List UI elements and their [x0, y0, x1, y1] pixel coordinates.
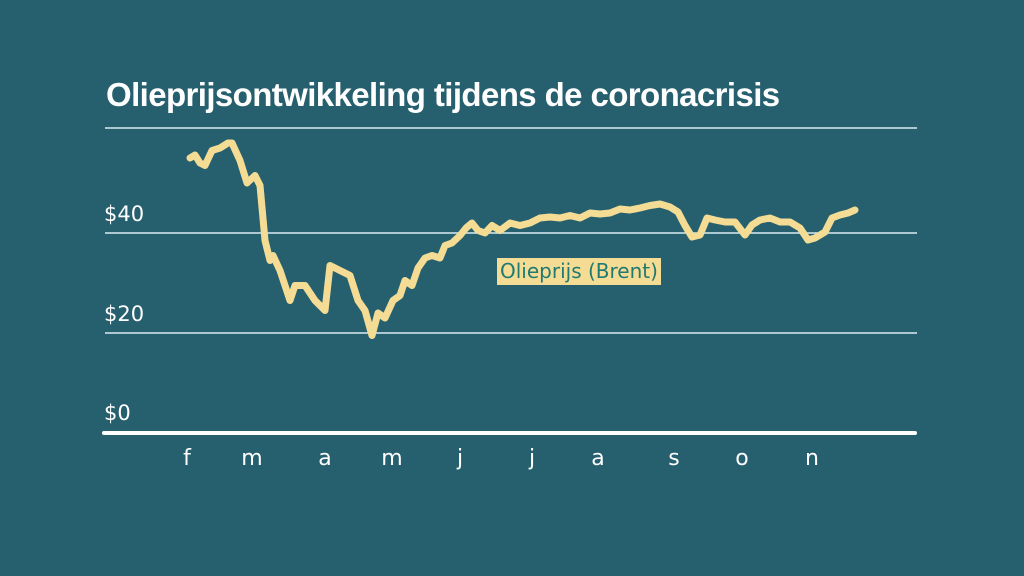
y-tick-40: $40 [104, 202, 145, 226]
series-label-brent: Olieprijs (Brent) [497, 258, 661, 285]
x-tick-mar: m [241, 446, 263, 471]
x-tick-sep: s [668, 446, 680, 471]
x-tick-feb: f [183, 446, 191, 471]
x-tick-jun: j [456, 446, 464, 471]
y-tick-0: $0 [104, 401, 131, 425]
gridlines [102, 127, 917, 435]
y-tick-20: $20 [104, 302, 145, 326]
x-tick-may: m [381, 446, 403, 471]
chart-title: Olieprijsontwikkeling tijdens de coronac… [106, 76, 780, 113]
x-tick-nov: n [805, 446, 819, 471]
x-tick-apr: a [318, 446, 332, 471]
series-line-brent [186, 139, 859, 339]
x-tick-aug: a [591, 446, 605, 471]
x-tick-jul: j [528, 446, 536, 471]
x-tick-oct: o [735, 446, 749, 471]
